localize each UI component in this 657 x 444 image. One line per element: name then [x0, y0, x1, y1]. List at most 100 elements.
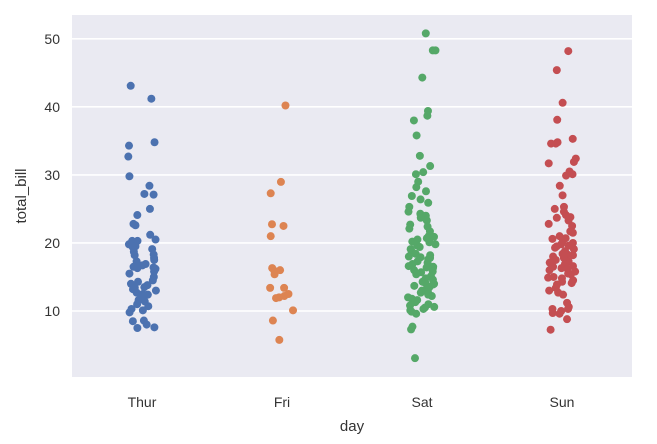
- data-point-sun: [557, 264, 566, 273]
- data-point-thur: [142, 320, 151, 329]
- data-point-sun: [558, 191, 567, 200]
- x-tick-label: Fri: [274, 394, 290, 410]
- data-point-sat: [412, 270, 421, 279]
- data-point-sat: [411, 170, 420, 179]
- data-point-sun: [555, 181, 564, 190]
- data-point-fri: [267, 220, 276, 229]
- data-point-sat: [416, 195, 425, 204]
- data-point-sun: [552, 213, 561, 222]
- data-point-sat: [412, 183, 421, 192]
- data-point-sat: [415, 243, 424, 252]
- data-point-sat: [419, 168, 428, 177]
- data-point-sat: [427, 292, 436, 301]
- data-point-thur: [133, 324, 142, 333]
- data-points: [124, 29, 580, 363]
- data-point-sat: [425, 238, 434, 247]
- data-point-sat: [421, 29, 430, 38]
- data-point-sat: [405, 224, 414, 233]
- data-point-fri: [270, 270, 279, 279]
- data-point-sun: [544, 159, 553, 168]
- data-point-thur: [125, 141, 134, 150]
- data-point-sun: [555, 309, 564, 318]
- data-point-sat: [416, 288, 425, 297]
- data-point-sat: [424, 198, 433, 207]
- data-point-thur: [133, 277, 142, 286]
- data-point-sat: [410, 281, 419, 290]
- data-point-thur: [124, 152, 133, 161]
- data-point-fri: [289, 306, 298, 315]
- data-point-sat: [416, 213, 425, 222]
- data-point-sun: [569, 157, 578, 166]
- data-point-sat: [431, 240, 440, 249]
- data-point-sat: [404, 262, 413, 271]
- data-point-sat: [431, 46, 440, 55]
- data-point-sat: [409, 116, 418, 125]
- y-tick-label: 30: [44, 167, 60, 183]
- data-point-thur: [125, 308, 134, 317]
- data-point-sat: [418, 73, 427, 82]
- data-point-fri: [266, 283, 275, 292]
- data-point-sat: [410, 354, 419, 363]
- data-point-thur: [126, 81, 135, 90]
- data-point-sun: [563, 315, 572, 324]
- x-tick-labels: Thur Fri Sat Sun: [128, 394, 575, 410]
- data-point-sun: [562, 171, 571, 180]
- x-tick-label: Sun: [550, 394, 575, 410]
- data-point-sun: [544, 219, 553, 228]
- data-point-thur: [128, 317, 137, 326]
- data-point-sun: [558, 98, 567, 107]
- data-point-sun: [553, 115, 562, 124]
- data-point-sun: [564, 47, 573, 56]
- data-point-sat: [423, 111, 432, 120]
- y-tick-label: 20: [44, 235, 60, 251]
- data-point-thur: [145, 181, 154, 190]
- data-point-sun: [568, 134, 577, 143]
- y-tick-labels: 10 20 30 40 50: [44, 31, 60, 319]
- data-point-thur: [131, 221, 140, 230]
- data-point-sun: [545, 286, 554, 295]
- data-point-sun: [559, 290, 568, 299]
- data-point-fri: [280, 283, 289, 292]
- data-point-sat: [407, 192, 416, 200]
- data-point-sun: [551, 255, 560, 264]
- data-point-sun: [544, 273, 553, 282]
- data-point-thur: [138, 306, 147, 315]
- data-point-sun: [569, 245, 578, 254]
- data-point-sat: [430, 232, 439, 241]
- data-point-sat: [412, 131, 421, 140]
- data-point-fri: [276, 177, 285, 186]
- data-point-fri: [266, 189, 275, 198]
- data-point-sun: [568, 170, 577, 179]
- data-point-thur: [146, 230, 155, 239]
- data-point-sun: [551, 243, 560, 252]
- data-point-sun: [545, 266, 554, 275]
- data-point-thur: [140, 283, 149, 292]
- data-point-thur: [145, 204, 154, 213]
- data-point-thur: [151, 235, 160, 244]
- y-tick-label: 50: [44, 31, 60, 47]
- data-point-sat: [422, 263, 431, 272]
- data-point-thur: [150, 255, 159, 264]
- x-tick-label: Thur: [128, 394, 157, 410]
- data-point-thur: [130, 251, 139, 260]
- data-point-sun: [546, 325, 555, 334]
- data-point-sat: [426, 162, 435, 171]
- data-point-sat: [407, 325, 416, 334]
- data-point-fri: [281, 101, 290, 110]
- data-point-thur: [125, 172, 134, 181]
- x-axis-label: day: [340, 418, 365, 435]
- data-point-thur: [140, 189, 149, 198]
- data-point-thur: [150, 138, 159, 147]
- y-axis-label: total_bill: [13, 168, 30, 223]
- data-point-sat: [412, 309, 421, 318]
- data-point-sun: [548, 234, 557, 243]
- y-tick-label: 10: [44, 303, 60, 319]
- y-tick-label: 40: [44, 99, 60, 115]
- data-point-sun: [564, 304, 573, 313]
- data-point-thur: [132, 288, 141, 297]
- data-point-thur: [133, 264, 142, 273]
- data-point-fri: [266, 232, 275, 241]
- data-point-sun: [568, 251, 577, 260]
- data-point-fri: [272, 294, 281, 303]
- data-point-thur: [133, 211, 142, 220]
